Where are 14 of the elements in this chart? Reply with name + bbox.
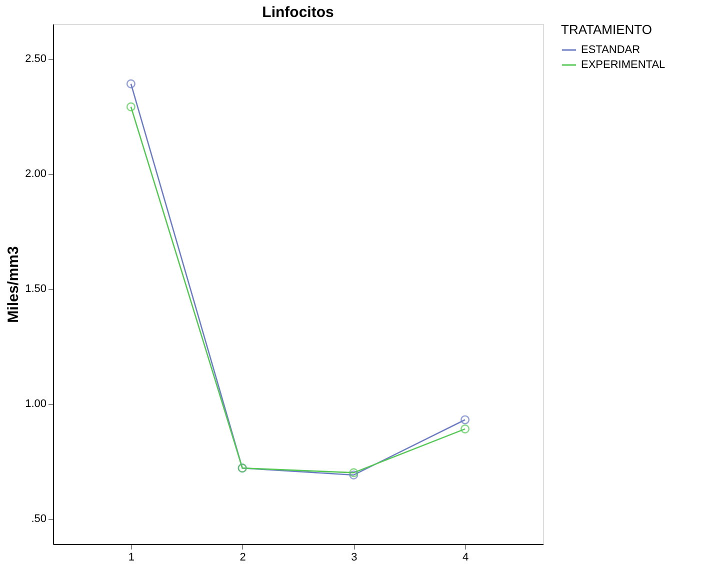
y-tick-label: 2.00 — [25, 168, 46, 180]
y-axis-title: Miles/mm3 — [5, 246, 22, 323]
x-tick-label: 2 — [240, 552, 246, 564]
y-tick-label: .50 — [31, 513, 46, 526]
y-tick-label: 2.50 — [25, 53, 46, 66]
x-tick-label: 1 — [128, 552, 135, 564]
legend-title: TRATAMIENTO — [561, 22, 652, 37]
legend-label: ESTANDAR — [581, 44, 640, 56]
chart-title: Linfocitos — [262, 4, 334, 21]
legend-label: EXPERIMENTAL — [581, 59, 666, 71]
y-tick-label: 1.00 — [25, 398, 46, 410]
x-tick-label: 4 — [462, 552, 469, 564]
y-tick-label: 1.50 — [25, 283, 46, 296]
x-tick-label: 3 — [351, 552, 358, 564]
